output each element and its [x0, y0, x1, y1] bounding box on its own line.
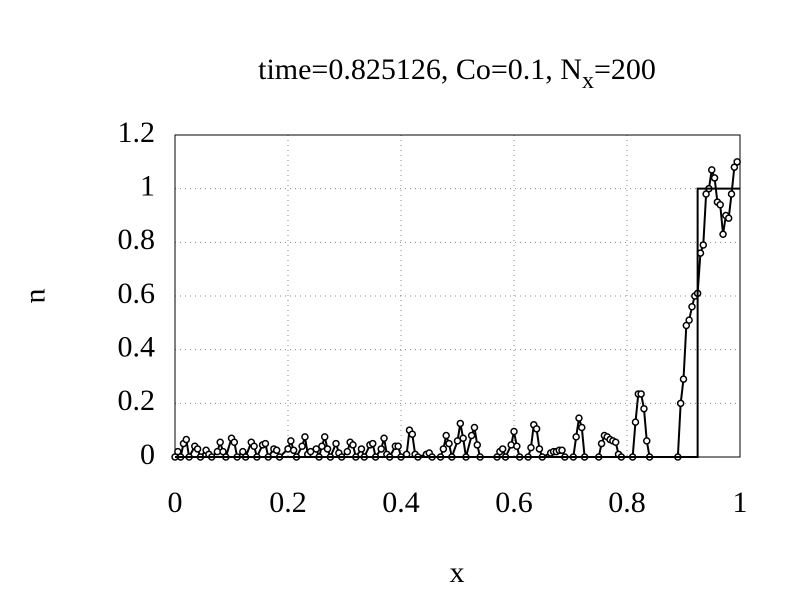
data-point — [261, 439, 270, 448]
y-tick-label: 0 — [140, 438, 155, 471]
data-point — [453, 437, 462, 445]
data-point — [637, 390, 645, 398]
data-point — [272, 446, 281, 455]
y-tick-label: 0.2 — [118, 384, 156, 417]
series-line — [174, 161, 739, 461]
data-point — [320, 433, 329, 441]
data-point — [216, 438, 224, 446]
title-main: time=0.825126, Co=0.1, N — [258, 53, 582, 86]
data-point — [312, 445, 320, 453]
data-point — [498, 445, 507, 453]
data-point — [470, 423, 479, 432]
y-tick-label: 1.2 — [118, 116, 156, 149]
data-point — [727, 190, 736, 198]
data-point — [578, 423, 586, 432]
data-point — [716, 201, 724, 209]
data-point — [708, 166, 716, 174]
data-point — [527, 443, 535, 452]
x-tick-label: 0.2 — [269, 486, 307, 519]
data-point — [597, 439, 606, 448]
data-point — [377, 445, 385, 453]
data-point — [510, 427, 518, 436]
data-point — [442, 431, 450, 440]
data-point — [298, 442, 306, 451]
data-point — [513, 442, 521, 451]
chart-title: time=0.825126, Co=0.1, Nx=200 — [258, 53, 656, 94]
data-point — [287, 437, 295, 445]
title-suffix: =200 — [594, 53, 656, 86]
data-point — [250, 442, 258, 451]
data-point — [301, 433, 309, 441]
data-point — [306, 447, 315, 456]
data-point — [445, 439, 453, 448]
data-point — [643, 437, 651, 445]
data-point — [439, 445, 448, 453]
data-point — [349, 441, 357, 449]
y-axis-label: u — [24, 289, 57, 304]
y-tick-label: 0.4 — [118, 331, 156, 364]
data-point — [408, 430, 417, 438]
data-point — [369, 439, 377, 448]
data-point — [719, 230, 727, 239]
y-tick-label: 0.8 — [118, 223, 156, 256]
x-tick-label: 0 — [168, 486, 183, 519]
data-point — [631, 418, 640, 426]
data-point — [230, 438, 239, 446]
data-point — [679, 375, 688, 383]
data-point — [733, 158, 741, 166]
title-subscript: x — [582, 68, 594, 94]
y-tick-label: 1 — [140, 170, 155, 203]
data-point — [323, 445, 332, 453]
data-point — [289, 446, 298, 455]
data-point — [394, 442, 402, 451]
data-point — [572, 433, 580, 441]
data-point — [357, 445, 366, 453]
data-point — [535, 445, 544, 453]
x-tick-label: 0.4 — [382, 486, 420, 519]
data-point — [318, 442, 326, 451]
x-tick-label: 0.8 — [608, 486, 646, 519]
data-point — [611, 438, 620, 446]
data-point — [467, 431, 476, 440]
x-axis-label: x — [450, 556, 465, 589]
data-point — [640, 404, 648, 413]
data-point — [699, 241, 708, 249]
data-point — [380, 434, 388, 442]
data-point — [343, 447, 352, 456]
data-point — [558, 446, 566, 455]
data-point — [685, 316, 693, 324]
data-point — [182, 435, 191, 444]
data-point — [193, 445, 202, 453]
data-point — [688, 302, 696, 311]
data-point — [473, 441, 482, 449]
series-line — [175, 187, 740, 458]
data-point — [459, 434, 467, 442]
data-point — [676, 399, 685, 408]
data-point — [724, 214, 733, 222]
x-tick-label: 1 — [733, 486, 748, 519]
x-tick-label: 0.6 — [495, 486, 533, 519]
y-tick-label: 0.6 — [118, 277, 156, 310]
data-point — [532, 425, 541, 433]
data-point — [575, 414, 583, 422]
data-point — [710, 174, 719, 182]
data-point — [456, 419, 465, 428]
data-point — [332, 439, 340, 448]
